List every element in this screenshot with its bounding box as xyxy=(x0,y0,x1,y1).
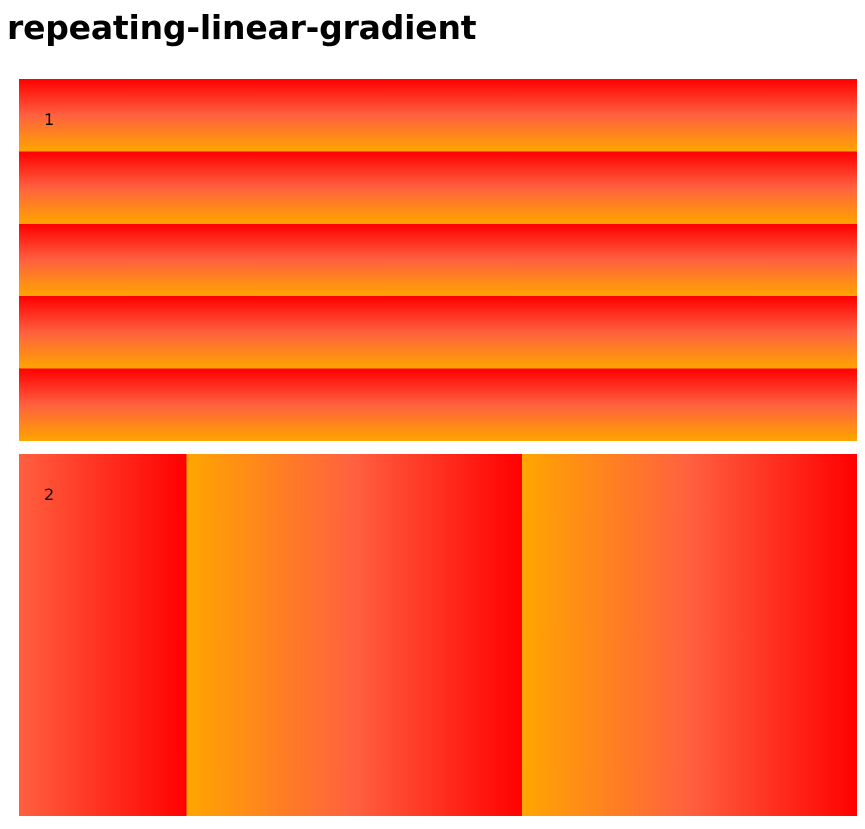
gradient-example-2: 2 xyxy=(19,454,857,816)
example-label-2: 2 xyxy=(44,485,55,504)
page-title: repeating-linear-gradient xyxy=(7,8,477,47)
gradient-example-1: 1 xyxy=(19,79,857,441)
example-label-1: 1 xyxy=(44,110,55,129)
